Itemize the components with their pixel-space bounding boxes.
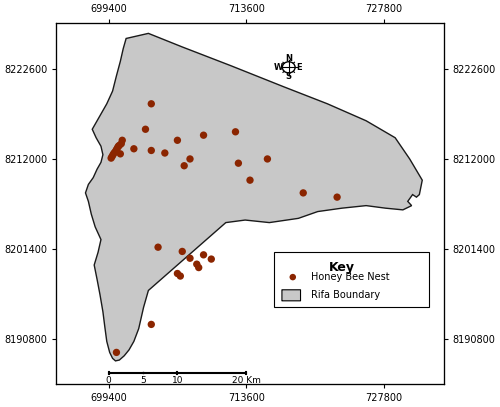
Text: Key: Key [328,260,354,274]
Point [110,150,118,156]
Point [194,264,202,271]
Point [112,148,120,155]
Text: 0: 0 [106,376,112,385]
Point [109,151,117,158]
Point [299,190,307,196]
Point [148,101,156,107]
Point [178,248,186,255]
FancyBboxPatch shape [282,290,300,301]
Point [114,144,122,151]
Point [264,156,272,162]
Point [161,150,169,156]
Point [116,151,124,157]
Text: Rifa Boundary: Rifa Boundary [312,290,380,300]
Point [148,321,156,328]
Point [112,147,120,153]
Point [176,273,184,279]
Point [232,129,239,135]
Point [200,252,207,258]
Point [193,261,201,267]
Text: 20 Km: 20 Km [232,376,260,385]
Text: 5: 5 [140,376,146,385]
Text: E: E [296,63,302,72]
Point [246,177,254,184]
Text: 10: 10 [172,376,183,385]
Point [208,256,216,263]
Point [142,126,150,133]
FancyBboxPatch shape [274,252,429,307]
Point [108,153,116,160]
Point [112,349,120,356]
Point [114,143,122,149]
Point [234,160,242,166]
Point [118,140,126,147]
Point [118,137,126,144]
Point [154,244,162,250]
Point [200,132,207,138]
Point [174,137,182,144]
Point [289,274,297,280]
Point [116,142,124,149]
Point [186,156,194,162]
Point [130,146,138,152]
Point [333,194,341,200]
Point [107,155,115,161]
Text: Honey Bee Nest: Honey Bee Nest [312,272,390,282]
Point [180,162,188,169]
Point [186,255,194,261]
Text: S: S [286,72,292,81]
Text: W: W [274,63,283,72]
Polygon shape [86,33,422,361]
Point [174,270,182,277]
Point [148,147,156,154]
Text: N: N [285,54,292,63]
